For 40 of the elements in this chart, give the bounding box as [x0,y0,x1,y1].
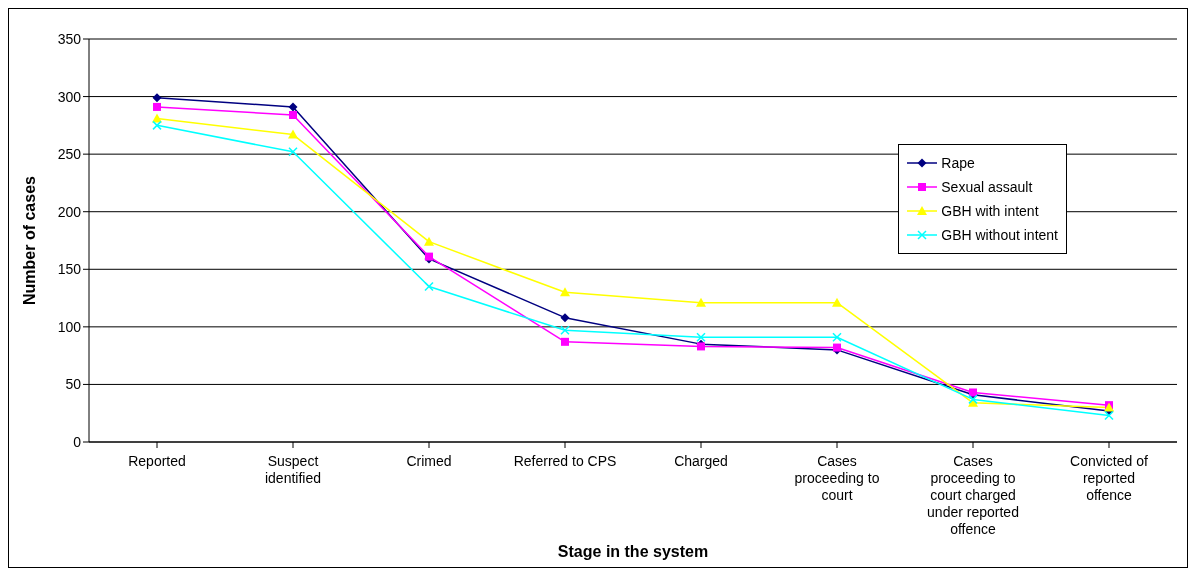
point [560,325,570,336]
point [1104,410,1114,421]
y-tick-label: 250 [57,146,82,163]
x-tick-label: Reported [128,453,186,469]
legend-label: GBH without intent [941,226,1058,245]
x-tick-label: Charged [674,453,728,469]
point [696,332,706,342]
y-tick-label: 200 [57,203,82,220]
y-tick-label: 0 [73,433,82,450]
y-tick-label: 350 [57,30,82,47]
x-tick-label: Convicted of reported offence [1070,453,1149,503]
point [153,102,161,111]
x-tick-label: Referred to CPS [513,453,617,469]
point [288,147,298,157]
point [560,313,570,323]
point [424,281,434,292]
point [288,129,298,139]
y-tick-label: 50 [65,376,82,393]
point [832,332,842,342]
y-tick-label: 100 [57,318,82,335]
point [696,297,706,307]
point [152,120,162,131]
y-axis-title: Number of cases [20,175,38,305]
legend-label: Rape [941,154,975,173]
x-tick-label: Suspect identified [264,453,322,486]
x-tick-label: Crimed [406,453,452,469]
point [832,297,842,307]
y-tick-label: 300 [57,88,82,105]
x-axis-title: Stage in the system [557,543,709,560]
point [424,236,434,246]
x-tick-label: Cases proceeding to court charged under reported offence [927,453,1019,537]
point [560,287,570,297]
point [289,110,297,119]
legend-label: GBH with intent [941,202,1039,221]
point [152,93,162,103]
point [288,102,298,112]
legend-label: Sexual assault [941,178,1033,197]
x-tick-label: Cases proceeding to court [794,453,880,503]
y-tick-label: 150 [57,261,82,278]
point [561,337,569,346]
